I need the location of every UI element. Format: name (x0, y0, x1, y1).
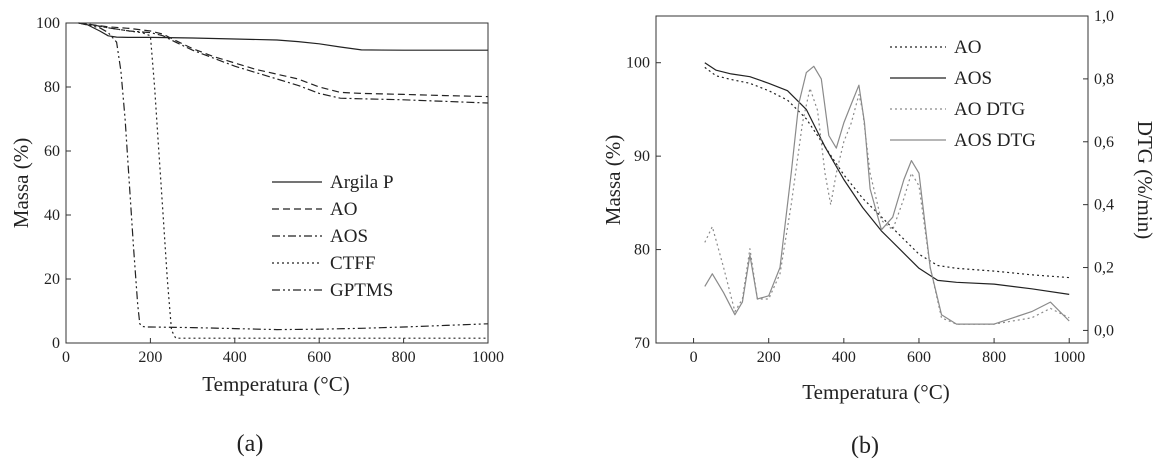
panel-label-b: (b) (851, 433, 879, 459)
y2-axis-label-b: DTG (%/min) (1133, 121, 1157, 239)
series-line-aos (704, 62, 1070, 295)
x-tick-label: 400 (223, 349, 247, 366)
y-tick-label: 70 (634, 335, 650, 352)
legend-label: AO (954, 37, 981, 58)
axes-a: 0 200 400 600 800 1000 0 20 40 60 80 100 (36, 15, 504, 366)
series-line-ao (704, 66, 1070, 279)
series-line-aos-dtg (704, 65, 1070, 325)
x-tick-label: 400 (832, 349, 856, 366)
x-tick-label: 200 (138, 349, 162, 366)
y2-tick-label: 0,0 (1094, 322, 1114, 339)
series-line-ctff (78, 22, 488, 339)
panel-label-a: (a) (237, 431, 264, 457)
series-group-b (704, 62, 1070, 325)
x-tick-label: 1000 (472, 349, 504, 366)
x-tick-label: 1000 (1053, 349, 1085, 366)
plot-frame (65, 22, 489, 344)
legend-label: AO (330, 199, 357, 220)
x-tick-label: 0 (690, 349, 698, 366)
legend-label: CTFF (330, 253, 375, 274)
legend-label: AO DTG (954, 99, 1026, 120)
x-tick-label: 800 (392, 349, 416, 366)
y-tick-label: 100 (626, 55, 650, 72)
legend-label: AOS (330, 226, 368, 247)
y-tick-label: 20 (44, 271, 60, 288)
y-axis-label-b: Massa (%) (601, 135, 625, 225)
y-tick-label: 60 (44, 143, 60, 160)
series-line-gptms (78, 22, 489, 331)
y2-tick-label: 1,0 (1094, 8, 1114, 25)
x-tick-label: 600 (307, 349, 331, 366)
legend-label: Argila P (330, 172, 394, 193)
series-line-aos (78, 22, 489, 104)
series-line-argila-p (78, 22, 488, 51)
y2-tick-label: 0,6 (1094, 134, 1114, 151)
legend-a: Argila P AO AOS CTFF GPTMS (272, 172, 394, 301)
chart-b: (b) Temperatura (°C) Massa (%) DTG (%/mi… (601, 8, 1157, 459)
legend-label: AOS DTG (954, 130, 1036, 151)
axes-b: 0 200 400 600 800 1000 70 80 90 100 0,0 0,2 0,4 0,6 0,… (626, 8, 1114, 366)
series-group-a (78, 22, 489, 339)
legend-b: AO AOS AO DTG AOS DTG (890, 37, 1036, 151)
y2-tick-label: 0,2 (1094, 260, 1114, 277)
y2-tick-label: 0,8 (1094, 71, 1114, 88)
y-tick-label: 40 (44, 207, 60, 224)
x-tick-label: 200 (757, 349, 781, 366)
chart-a: (a) Temperatura (°C) Massa (%) 0 200 400 60… (9, 15, 504, 457)
legend-label: AOS (954, 68, 992, 89)
series-line-ao (78, 22, 489, 98)
y-tick-label: 80 (44, 79, 60, 96)
y-tick-label: 80 (634, 242, 650, 259)
x-axis-label-b: Temperatura (°C) (802, 380, 949, 404)
x-tick-label: 600 (907, 349, 931, 366)
plot-frame (655, 15, 1089, 344)
legend-label: GPTMS (330, 280, 393, 301)
y-tick-label: 100 (36, 15, 60, 32)
y2-tick-label: 0,4 (1094, 197, 1114, 214)
x-tick-label: 800 (982, 349, 1006, 366)
series-line-ao-dtg (704, 87, 1070, 325)
y-tick-label: 0 (52, 335, 60, 352)
x-tick-label: 0 (62, 349, 70, 366)
y-axis-label-a: Massa (%) (9, 138, 33, 228)
x-axis-label-a: Temperatura (°C) (202, 372, 349, 396)
y-tick-label: 90 (634, 148, 650, 165)
